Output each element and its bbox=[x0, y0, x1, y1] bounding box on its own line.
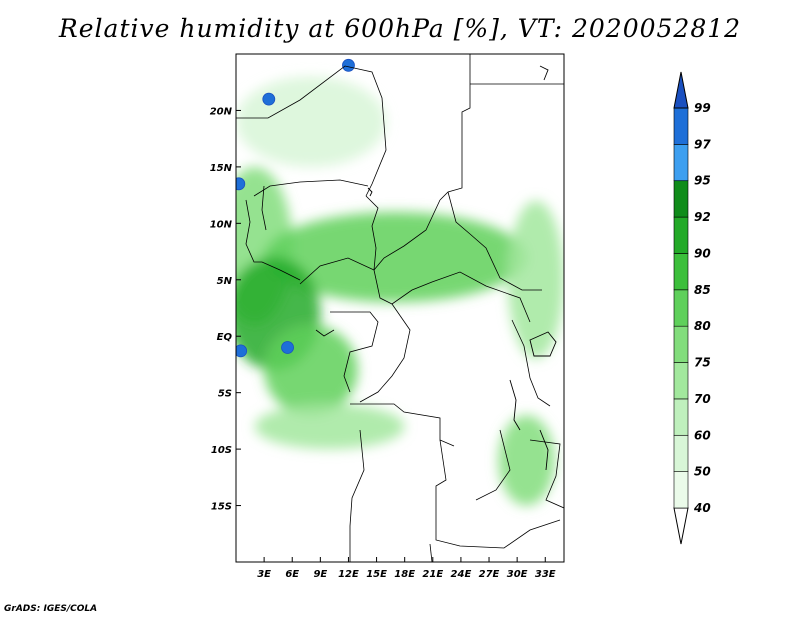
lon-tick-label: 3E bbox=[257, 569, 271, 580]
border-line bbox=[349, 429, 365, 562]
wet-spot bbox=[236, 177, 246, 191]
high-humidity-spots bbox=[236, 58, 355, 358]
border-line bbox=[245, 199, 301, 281]
colorbar-box bbox=[673, 216, 689, 254]
colorbar-label: 40 bbox=[693, 501, 711, 515]
colorbar-box bbox=[673, 289, 689, 327]
humidity-region-southeast bbox=[498, 415, 555, 506]
grads-credit: GrADS: IGES/COLA bbox=[4, 604, 98, 614]
border-line bbox=[435, 439, 561, 549]
colorbar-label: 92 bbox=[694, 210, 711, 224]
colorbar-box bbox=[673, 253, 689, 291]
colorbar-box bbox=[673, 107, 689, 145]
wet-spot bbox=[236, 344, 248, 358]
lake-malawi bbox=[539, 429, 549, 471]
lon-tick-label: 9E bbox=[313, 569, 327, 580]
humidity-region-congo-coast bbox=[264, 324, 358, 416]
colorbar-box bbox=[673, 434, 689, 472]
border-line bbox=[359, 303, 411, 403]
colorbar-label: 95 bbox=[694, 174, 711, 188]
colorbar-label: 80 bbox=[694, 319, 711, 333]
border-line bbox=[373, 269, 531, 323]
lat-tick-label: EQ bbox=[217, 332, 233, 343]
coast-east bbox=[539, 65, 549, 81]
colorbar-box bbox=[673, 362, 689, 400]
longitude-axis: 3E 6E 9E 12E 15E 18E 21E 24E 27E 30E 33E bbox=[257, 557, 556, 580]
border-line bbox=[365, 195, 379, 271]
colorbar-upper-extension bbox=[673, 71, 689, 109]
lat-tick-label: 5N bbox=[217, 276, 233, 287]
colorbar-label: 97 bbox=[694, 137, 711, 151]
lon-tick-label: 27E bbox=[479, 569, 500, 580]
humidity-region-central-band bbox=[264, 212, 527, 303]
lake-tanganyika bbox=[509, 379, 521, 431]
border-line bbox=[315, 329, 335, 337]
border-line bbox=[253, 179, 369, 197]
chart-title: Relative humidity at 600hPa [%], VT: 202… bbox=[58, 14, 742, 43]
lake-chad bbox=[367, 187, 373, 197]
lon-tick-label: 15E bbox=[366, 569, 387, 580]
border-line bbox=[439, 54, 471, 201]
border-line bbox=[299, 199, 441, 285]
colorbar-label: 60 bbox=[694, 428, 711, 442]
colorbar-box bbox=[673, 325, 689, 363]
lat-tick-label: 20N bbox=[210, 106, 233, 117]
humidity-shading bbox=[236, 76, 564, 506]
humidity-region-angola-coast bbox=[254, 403, 405, 450]
border-line bbox=[475, 429, 511, 501]
border-line bbox=[529, 439, 564, 509]
lon-tick-label: 33E bbox=[535, 569, 556, 580]
lon-tick-label: 21E bbox=[422, 569, 443, 580]
map-frame bbox=[235, 53, 565, 563]
wet-spot bbox=[342, 58, 355, 72]
border-line bbox=[350, 403, 455, 447]
border-line bbox=[429, 543, 433, 562]
wet-spot bbox=[262, 92, 276, 106]
country-borders bbox=[236, 54, 564, 562]
border-line bbox=[330, 311, 379, 393]
lat-tick-label: 10S bbox=[211, 445, 232, 456]
colorbar-box bbox=[673, 398, 689, 436]
lat-tick-label: 10N bbox=[210, 219, 233, 230]
latitude-axis: 20N 15N 10N 5N EQ 5S 10S 15S bbox=[210, 106, 241, 513]
humidity-region-sahel-north bbox=[236, 76, 386, 167]
lon-tick-label: 30E bbox=[507, 569, 528, 580]
colorbar-label: 75 bbox=[694, 356, 711, 370]
border-line bbox=[511, 319, 551, 407]
colorbar-box bbox=[673, 471, 689, 509]
lat-tick-label: 15N bbox=[210, 163, 233, 174]
lon-tick-label: 18E bbox=[394, 569, 415, 580]
colorbar-box bbox=[673, 180, 689, 218]
border-line bbox=[236, 65, 387, 197]
lon-tick-label: 6E bbox=[285, 569, 299, 580]
lakes-and-coasts bbox=[367, 65, 557, 471]
lon-tick-label: 24E bbox=[451, 569, 472, 580]
colorbar-label: 50 bbox=[694, 465, 711, 479]
humidity-region-east-africa bbox=[507, 200, 564, 359]
colorbar-label: 90 bbox=[694, 246, 711, 260]
colorbar-label: 99 bbox=[694, 101, 711, 115]
colorbar-label: 70 bbox=[694, 392, 711, 406]
colorbar-label: 85 bbox=[694, 283, 711, 297]
lat-tick-label: 15S bbox=[211, 502, 232, 513]
border-line bbox=[447, 191, 542, 291]
border-line bbox=[261, 185, 267, 231]
colorbar: 40 50 60 70 75 80 85 90 92 95 97 99 bbox=[673, 71, 711, 545]
colorbar-box bbox=[673, 144, 689, 182]
wet-spot bbox=[281, 341, 294, 354]
lon-tick-label: 12E bbox=[338, 569, 359, 580]
lake-victoria bbox=[529, 331, 557, 357]
colorbar-lower-extension bbox=[673, 507, 689, 545]
lat-tick-label: 5S bbox=[218, 389, 232, 400]
